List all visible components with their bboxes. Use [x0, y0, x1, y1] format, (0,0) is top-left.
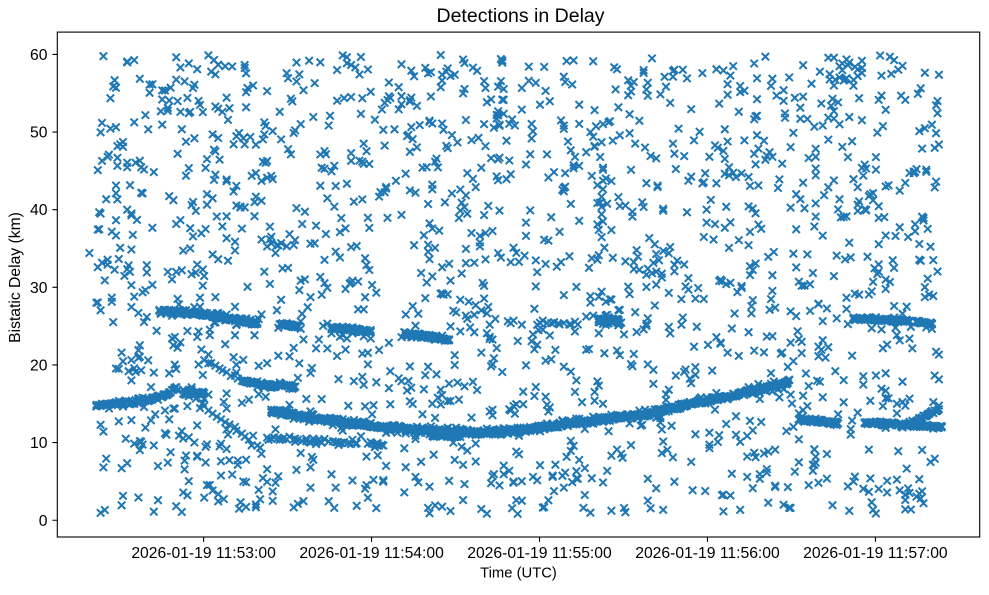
svg-text:Time (UTC): Time (UTC): [480, 565, 557, 581]
svg-text:0: 0: [39, 513, 48, 530]
svg-text:Detections in Delay: Detections in Delay: [437, 5, 605, 27]
svg-text:2026-01-19 11:56:00: 2026-01-19 11:56:00: [635, 545, 780, 562]
svg-text:10: 10: [30, 435, 48, 452]
svg-text:2026-01-19 11:55:00: 2026-01-19 11:55:00: [467, 545, 612, 562]
svg-text:2026-01-19 11:57:00: 2026-01-19 11:57:00: [803, 545, 948, 562]
svg-text:60: 60: [30, 47, 48, 64]
svg-text:30: 30: [30, 280, 48, 297]
svg-text:20: 20: [30, 358, 48, 375]
svg-text:2026-01-19 11:53:00: 2026-01-19 11:53:00: [131, 545, 276, 562]
svg-text:2026-01-19 11:54:00: 2026-01-19 11:54:00: [299, 545, 444, 562]
svg-text:50: 50: [30, 125, 48, 142]
svg-text:40: 40: [30, 202, 48, 219]
svg-text:Bistatic Delay (km): Bistatic Delay (km): [7, 212, 24, 343]
